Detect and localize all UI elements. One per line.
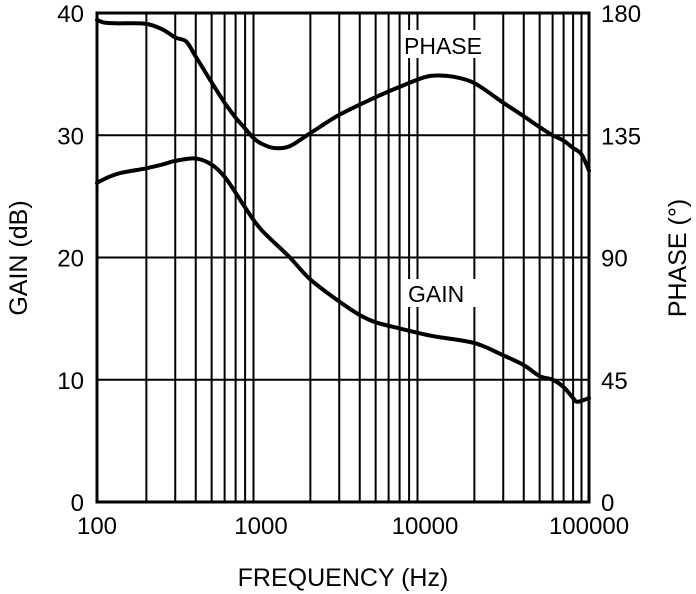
y-left-tick-label: 10 <box>57 368 84 395</box>
x-tick-label: 100 <box>77 513 117 540</box>
x-tick-label: 100000 <box>549 513 629 540</box>
curves <box>95 17 591 404</box>
y-right-tick-label: 0 <box>601 490 614 517</box>
y-left-tick-labels: 0 10 20 30 40 <box>57 1 84 517</box>
y-right-tick-label: 45 <box>601 368 628 395</box>
phase-label-background <box>402 30 500 58</box>
y-right-tick-label: 135 <box>601 123 641 150</box>
x-tick-label: 1000 <box>234 513 287 540</box>
y-right-axis-title: PHASE (°) <box>664 199 692 317</box>
y-right-tick-label: 90 <box>601 246 628 273</box>
y-left-tick-label: 30 <box>57 123 84 150</box>
x-axis-title: FREQUENCY (Hz) <box>238 564 449 592</box>
y-left-tick-label: 0 <box>71 490 84 517</box>
x-tick-labels: 100 1000 10000 100000 <box>77 513 629 540</box>
gain-curve-label: GAIN <box>408 281 464 307</box>
plot-frame <box>95 11 591 504</box>
x-tick-label: 10000 <box>392 513 459 540</box>
y-left-tick-label: 40 <box>57 1 84 28</box>
y-right-tick-labels: 0 45 90 135 180 <box>601 1 641 517</box>
grid-lines <box>97 13 589 502</box>
phase-curve <box>95 17 591 173</box>
phase-curve-label: PHASE <box>404 33 482 59</box>
gain-label-background <box>406 279 480 307</box>
y-left-tick-label: 20 <box>57 246 84 273</box>
gain-curve <box>95 156 591 404</box>
y-right-tick-label: 180 <box>601 1 641 28</box>
y-left-axis-title: GAIN (dB) <box>5 200 33 315</box>
